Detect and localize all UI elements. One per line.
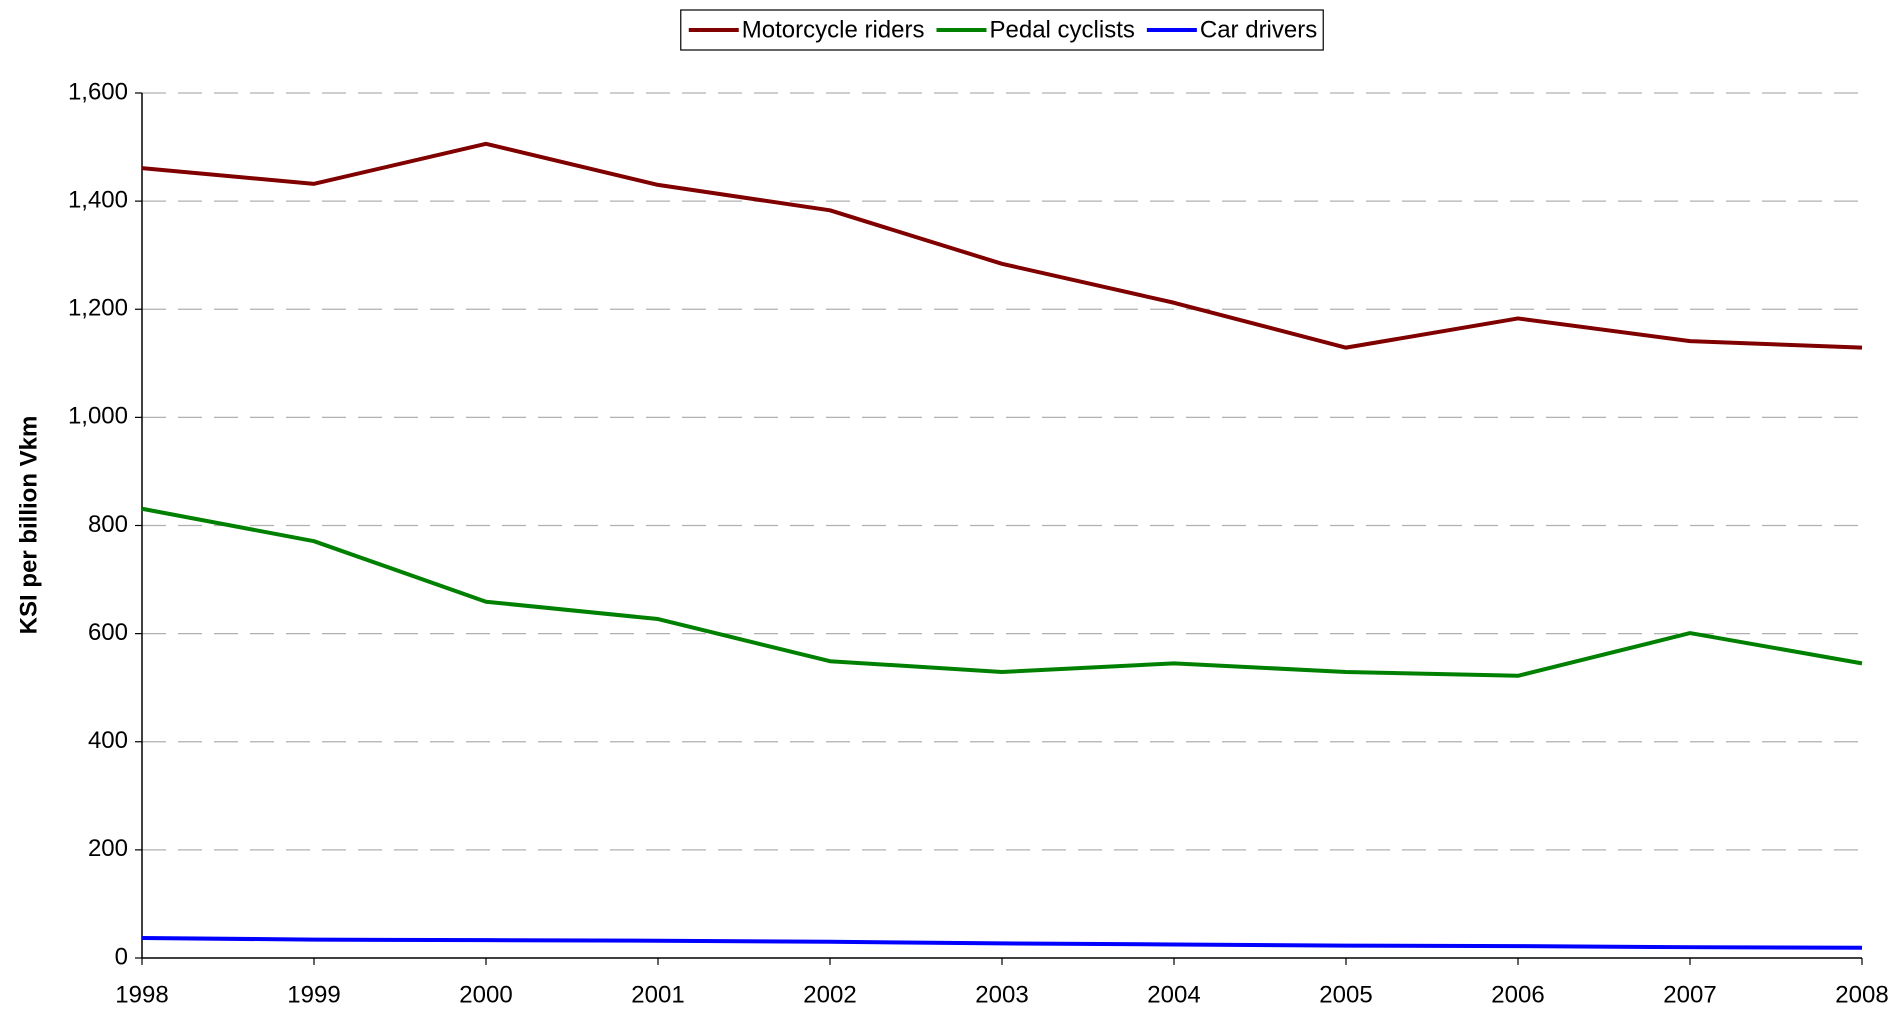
y-tick-label: 200: [88, 835, 128, 862]
x-tick-label: 2002: [803, 981, 856, 1008]
y-tick-label: 1,400: [68, 186, 128, 213]
y-tick-label: 600: [88, 619, 128, 646]
legend-label: Car drivers: [1200, 16, 1317, 43]
y-axis-label: KSI per billion Vkm: [15, 416, 42, 635]
x-tick-label: 2005: [1319, 981, 1372, 1008]
x-tick-label: 2001: [631, 981, 684, 1008]
x-tick-label: 2007: [1663, 981, 1716, 1008]
legend: Motorcycle riders Pedal cyclists Car drive…: [680, 9, 1324, 51]
y-tick-label: 1,000: [68, 403, 128, 430]
series-line: [141, 141, 1863, 350]
legend-box: [680, 9, 1324, 51]
x-tick-label: 2003: [975, 981, 1028, 1008]
legend-label: Motorcycle riders: [742, 16, 925, 43]
y-tick-label: 0: [115, 943, 128, 970]
y-tick-label: 800: [88, 511, 128, 538]
y-tick-label: 1,200: [68, 295, 128, 322]
y-tick-label: 400: [88, 727, 128, 754]
series-line: [141, 935, 1863, 950]
legend-label: Pedal cyclists: [989, 16, 1134, 43]
series-line: [141, 506, 1863, 678]
x-tick-label: 1998: [115, 981, 168, 1008]
x-tick-label: 1999: [287, 981, 340, 1008]
y-tick-label: 1,600: [68, 78, 128, 105]
x-tick-label: 2000: [459, 981, 512, 1008]
x-tick-label: 2004: [1147, 981, 1200, 1008]
x-tick-label: 2008: [1835, 981, 1888, 1008]
x-tick-label: 2006: [1491, 981, 1544, 1008]
